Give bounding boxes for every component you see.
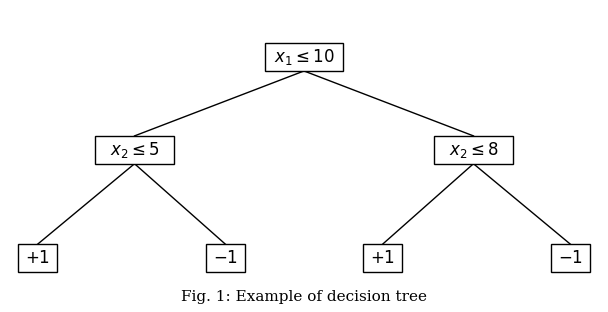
FancyBboxPatch shape	[206, 244, 245, 272]
Text: $x_1 \leq 10$: $x_1 \leq 10$	[274, 47, 334, 67]
FancyBboxPatch shape	[18, 244, 57, 272]
FancyBboxPatch shape	[363, 244, 402, 272]
Text: $+1$: $+1$	[25, 250, 50, 266]
Text: $x_2 \leq 8$: $x_2 \leq 8$	[449, 140, 499, 160]
FancyBboxPatch shape	[95, 136, 174, 164]
Text: $+1$: $+1$	[370, 250, 395, 266]
FancyBboxPatch shape	[434, 136, 513, 164]
Text: Fig. 1: Example of decision tree: Fig. 1: Example of decision tree	[181, 290, 427, 305]
Text: $-1$: $-1$	[213, 250, 238, 266]
FancyBboxPatch shape	[551, 244, 590, 272]
Text: $-1$: $-1$	[558, 250, 583, 266]
Text: $x_2 \leq 5$: $x_2 \leq 5$	[109, 140, 159, 160]
FancyBboxPatch shape	[264, 43, 344, 71]
